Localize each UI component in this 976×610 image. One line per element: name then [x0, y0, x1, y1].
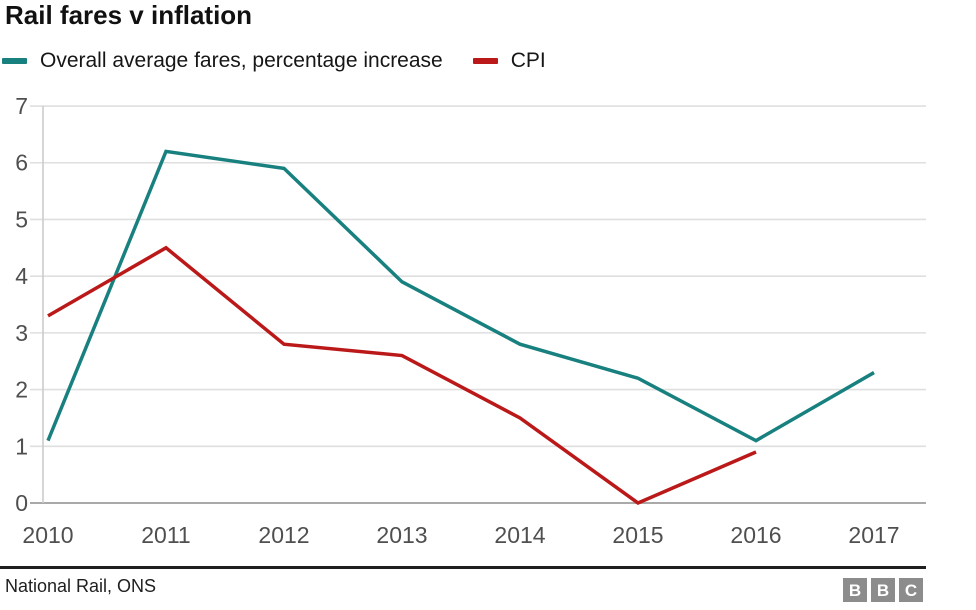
legend-item-fares: Overall average fares, percentage increa… [2, 50, 443, 71]
y-tick-label: 4 [15, 263, 28, 289]
fares-line [46, 149, 875, 443]
footer-divider [0, 566, 926, 569]
y-tick-label: 0 [15, 490, 28, 516]
x-tick-label: 2017 [848, 522, 899, 548]
bbc-logo-block: C [899, 578, 923, 602]
source-text: National Rail, ONS [5, 576, 157, 596]
y-tick-label: 6 [15, 150, 28, 176]
fares-line-swatch [2, 57, 27, 64]
bbc-logo-block: B [871, 578, 895, 602]
y-tick-label: 5 [15, 206, 28, 232]
x-tick-label: 2011 [141, 522, 190, 548]
cpi-legend-label: CPI [510, 49, 546, 72]
x-tick-label: 2010 [22, 522, 73, 548]
legend-item-cpi: CPI [472, 49, 546, 72]
x-tick-label: 2014 [494, 522, 545, 548]
bbc-logo: B B C [843, 578, 923, 602]
y-tick-label: 2 [15, 377, 28, 403]
y-tick-label: 3 [15, 320, 28, 346]
y-tick-label: 1 [15, 433, 28, 459]
fares-legend-label: Overall average fares, percentage increa… [40, 49, 443, 72]
x-tick-label: 2013 [376, 522, 427, 548]
x-tick-label: 2012 [258, 522, 309, 548]
cpi-line [47, 245, 757, 506]
legend: Overall average fares, percentage increa… [2, 50, 546, 71]
y-tick-label: 7 [15, 93, 28, 119]
bbc-logo-block: B [843, 578, 867, 602]
chart-title: Rail fares v inflation [5, 0, 253, 30]
x-tick-label: 2015 [612, 522, 663, 548]
cpi-line-swatch [472, 57, 498, 64]
x-tick-label: 2016 [730, 522, 781, 548]
